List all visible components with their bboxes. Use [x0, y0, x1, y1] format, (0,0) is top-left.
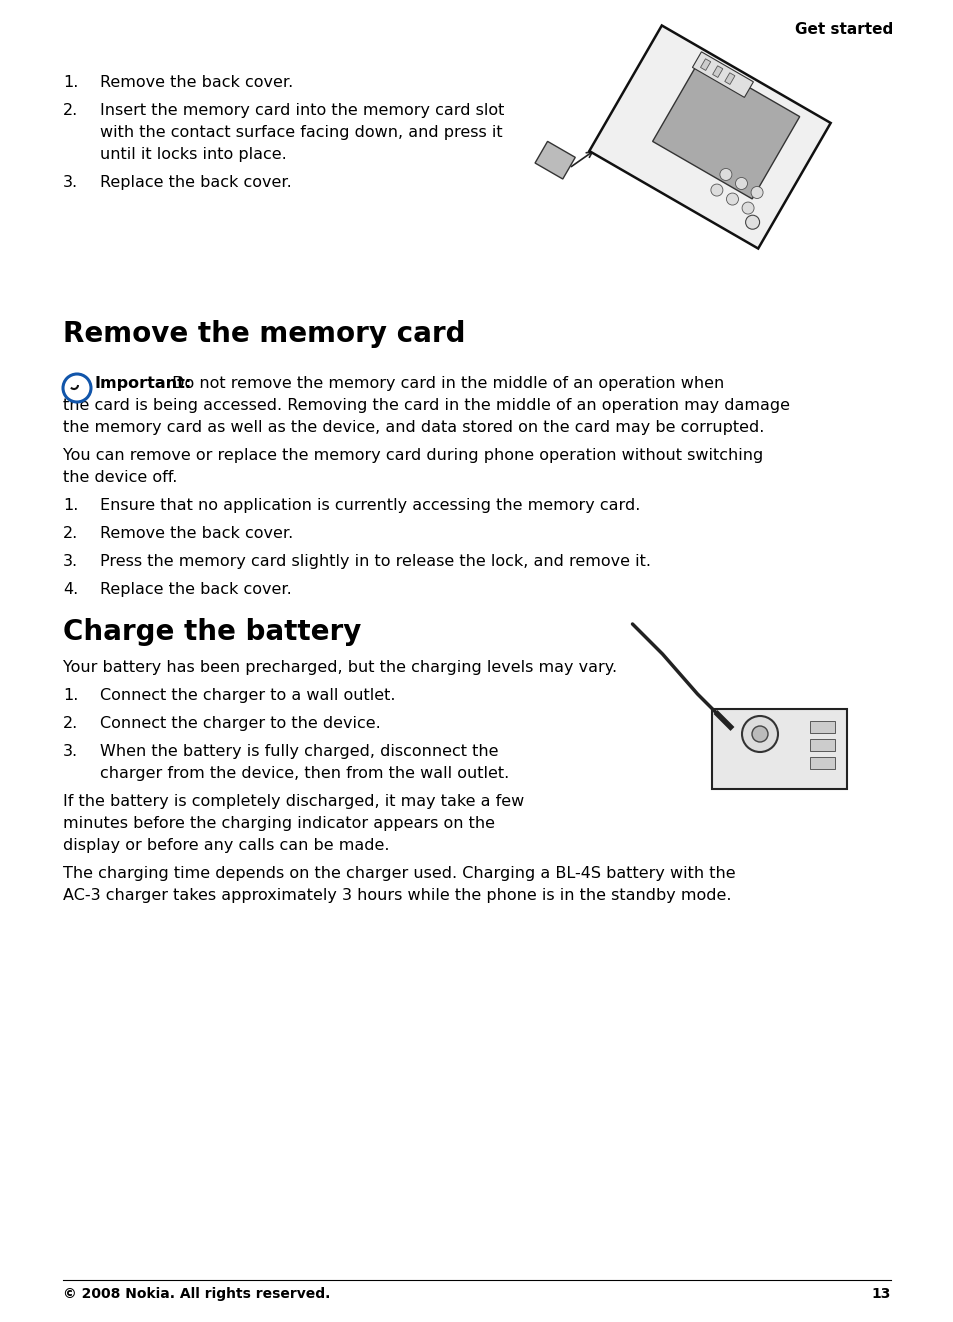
Polygon shape [724, 73, 734, 85]
Text: When the battery is fully charged, disconnect the: When the battery is fully charged, disco… [100, 744, 498, 759]
Text: the memory card as well as the device, and data stored on the card may be corrup: the memory card as well as the device, a… [63, 420, 763, 435]
Polygon shape [809, 758, 834, 769]
Text: Ensure that no application is currently accessing the memory card.: Ensure that no application is currently … [100, 498, 639, 513]
Polygon shape [712, 66, 722, 78]
Text: 2.: 2. [63, 103, 78, 118]
Circle shape [710, 184, 722, 196]
Circle shape [726, 193, 738, 205]
Text: Get started: Get started [794, 22, 892, 37]
Text: display or before any calls can be made.: display or before any calls can be made. [63, 838, 389, 853]
Polygon shape [652, 59, 799, 198]
Text: If the battery is completely discharged, it may take a few: If the battery is completely discharged,… [63, 795, 524, 809]
Text: minutes before the charging indicator appears on the: minutes before the charging indicator ap… [63, 816, 495, 832]
Circle shape [745, 215, 759, 229]
Circle shape [735, 177, 747, 189]
Text: Press the memory card slightly in to release the lock, and remove it.: Press the memory card slightly in to rel… [100, 554, 650, 568]
Polygon shape [589, 25, 830, 249]
Text: 1.: 1. [63, 75, 78, 90]
Text: Important:: Important: [95, 375, 193, 391]
Polygon shape [809, 720, 834, 732]
Circle shape [750, 186, 762, 198]
Text: 3.: 3. [63, 744, 78, 759]
Circle shape [63, 374, 91, 402]
Text: 4.: 4. [63, 582, 78, 598]
Text: 1.: 1. [63, 687, 78, 703]
Text: 13: 13 [871, 1288, 890, 1301]
Text: 3.: 3. [63, 175, 78, 190]
Text: with the contact surface facing down, and press it: with the contact surface facing down, an… [100, 126, 502, 140]
Text: Replace the back cover.: Replace the back cover. [100, 175, 292, 190]
Text: © 2008 Nokia. All rights reserved.: © 2008 Nokia. All rights reserved. [63, 1288, 330, 1301]
Text: Connect the charger to the device.: Connect the charger to the device. [100, 717, 380, 731]
Text: Charge the battery: Charge the battery [63, 617, 361, 646]
Circle shape [720, 168, 731, 181]
Text: You can remove or replace the memory card during phone operation without switchi: You can remove or replace the memory car… [63, 448, 762, 463]
Text: 2.: 2. [63, 526, 78, 541]
Text: the device off.: the device off. [63, 471, 177, 485]
Text: until it locks into place.: until it locks into place. [100, 147, 287, 163]
Text: 1.: 1. [63, 498, 78, 513]
Text: AC-3 charger takes approximately 3 hours while the phone is in the standby mode.: AC-3 charger takes approximately 3 hours… [63, 888, 731, 903]
Text: 2.: 2. [63, 717, 78, 731]
Text: Insert the memory card into the memory card slot: Insert the memory card into the memory c… [100, 103, 504, 118]
Text: the card is being accessed. Removing the card in the middle of an operation may : the card is being accessed. Removing the… [63, 398, 789, 412]
Polygon shape [535, 141, 575, 178]
Text: Remove the back cover.: Remove the back cover. [100, 75, 293, 90]
Text: Replace the back cover.: Replace the back cover. [100, 582, 292, 598]
Circle shape [741, 717, 778, 752]
Circle shape [741, 202, 753, 214]
Polygon shape [692, 52, 753, 98]
Text: 3.: 3. [63, 554, 78, 568]
Polygon shape [809, 739, 834, 751]
Circle shape [751, 726, 767, 742]
Polygon shape [712, 709, 846, 789]
Text: Your battery has been precharged, but the charging levels may vary.: Your battery has been precharged, but th… [63, 660, 617, 676]
Text: Connect the charger to a wall outlet.: Connect the charger to a wall outlet. [100, 687, 395, 703]
Text: Remove the back cover.: Remove the back cover. [100, 526, 293, 541]
Text: charger from the device, then from the wall outlet.: charger from the device, then from the w… [100, 765, 509, 781]
Text: Remove the memory card: Remove the memory card [63, 320, 465, 348]
Text: Do not remove the memory card in the middle of an operation when: Do not remove the memory card in the mid… [167, 375, 723, 391]
Polygon shape [700, 58, 710, 70]
Text: The charging time depends on the charger used. Charging a BL-4S battery with the: The charging time depends on the charger… [63, 866, 735, 880]
